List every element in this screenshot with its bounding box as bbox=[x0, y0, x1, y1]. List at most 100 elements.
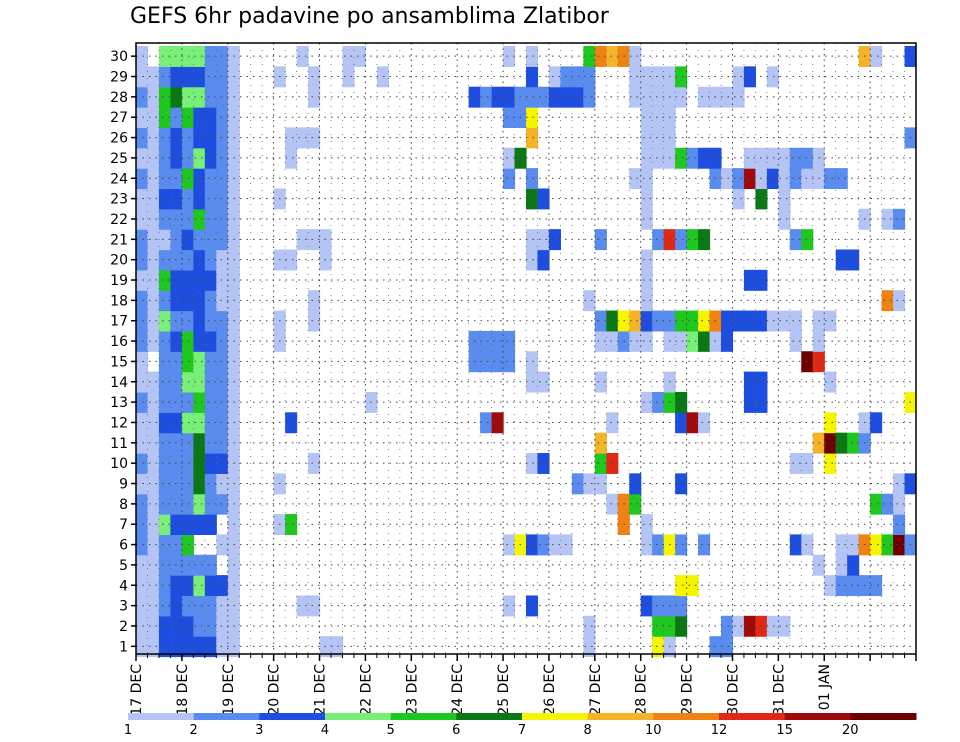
heatmap-cell bbox=[503, 86, 516, 108]
heatmap-cell bbox=[181, 575, 194, 597]
heatmap-cell bbox=[204, 269, 217, 291]
heatmap-cell bbox=[583, 290, 596, 312]
heatmap-cell bbox=[640, 249, 653, 271]
heatmap-cell bbox=[147, 391, 160, 413]
heatmap-cell bbox=[216, 229, 229, 251]
heatmap-cell bbox=[640, 208, 653, 230]
colorbar-label: 10 bbox=[645, 723, 662, 738]
x-tick-label: 24 DEC bbox=[450, 664, 466, 716]
heatmap-cell bbox=[503, 46, 516, 67]
heatmap-cell bbox=[204, 127, 217, 149]
heatmap-cell bbox=[675, 575, 688, 597]
heatmap-cell bbox=[147, 208, 160, 230]
heatmap-cell bbox=[136, 595, 149, 617]
heatmap-cell bbox=[136, 290, 149, 312]
heatmap-cell bbox=[537, 188, 550, 210]
heatmap-cell bbox=[193, 249, 206, 271]
x-tick-label: 21 DEC bbox=[313, 664, 329, 716]
chart-title: GEFS 6hr padavine po ansamblima Zlatibor bbox=[130, 4, 609, 29]
heatmap-cell bbox=[136, 351, 149, 373]
grid-layer bbox=[135, 43, 917, 654]
heatmap-cell bbox=[147, 615, 160, 637]
heatmap-cell bbox=[537, 229, 550, 251]
heatmap-cell bbox=[136, 310, 149, 332]
heatmap-cell bbox=[147, 514, 160, 535]
heatmap-cell bbox=[640, 514, 653, 535]
heatmap-cell bbox=[548, 66, 562, 88]
heatmap-cell bbox=[721, 636, 734, 658]
heatmap-cell bbox=[594, 46, 607, 67]
heatmap-cell bbox=[652, 310, 665, 332]
heatmap-cell bbox=[136, 473, 149, 495]
heatmap-cell bbox=[732, 615, 745, 637]
heatmap-cell bbox=[537, 371, 550, 393]
heatmap-cell bbox=[181, 330, 194, 352]
heatmap-cell bbox=[147, 249, 160, 271]
colorbar-segment bbox=[390, 713, 457, 720]
heatmap-cell bbox=[893, 208, 906, 230]
heatmap-cell bbox=[640, 310, 653, 332]
heatmap-cell bbox=[640, 107, 653, 128]
heatmap-cell bbox=[743, 310, 757, 332]
colorbar-segment bbox=[587, 713, 654, 720]
heatmap-cell bbox=[629, 66, 642, 88]
heatmap-cell bbox=[158, 534, 172, 556]
colorbar-segment bbox=[128, 713, 195, 720]
heatmap-cell bbox=[526, 127, 539, 149]
heatmap-cell bbox=[285, 412, 298, 434]
heatmap-cell bbox=[629, 473, 642, 495]
heatmap-cell bbox=[181, 493, 194, 515]
heatmap-cell bbox=[698, 147, 711, 169]
heatmap-cell bbox=[181, 391, 194, 413]
heatmap-cell bbox=[181, 636, 194, 658]
heatmap-cell bbox=[204, 595, 217, 617]
heatmap-cell bbox=[766, 66, 779, 88]
colorbar-label: 3 bbox=[255, 723, 263, 738]
x-tick-label: 26 DEC bbox=[542, 664, 558, 716]
heatmap-cell bbox=[870, 46, 883, 67]
x-tick-label: 25 DEC bbox=[496, 664, 512, 716]
heatmap-cell bbox=[721, 330, 734, 352]
heatmap-cell bbox=[721, 310, 734, 332]
heatmap-cell bbox=[893, 493, 906, 515]
heatmap-cell bbox=[594, 371, 607, 393]
heatmap-cell bbox=[629, 310, 642, 332]
heatmap-cell bbox=[893, 473, 906, 495]
heatmap-cell bbox=[158, 86, 172, 108]
heatmap-cell bbox=[147, 554, 160, 576]
heatmap-cell bbox=[824, 371, 837, 393]
heatmap-cell bbox=[136, 391, 149, 413]
heatmap-cell bbox=[652, 147, 665, 169]
heatmap-cell bbox=[606, 330, 619, 352]
heatmap-cell bbox=[675, 534, 688, 556]
x-tick-label: 23 DEC bbox=[404, 664, 420, 716]
heatmap-cell bbox=[308, 595, 321, 617]
y-tick-label: 14 bbox=[110, 375, 128, 391]
heatmap-cell bbox=[308, 229, 321, 251]
heatmap-cell bbox=[204, 147, 217, 169]
colorbar-segment bbox=[259, 713, 326, 720]
heatmap-cell bbox=[216, 168, 229, 190]
heatmap-cell bbox=[583, 636, 596, 658]
heatmap-cell bbox=[801, 351, 814, 373]
heatmap-cell bbox=[308, 86, 321, 108]
heatmap-cell bbox=[147, 371, 160, 393]
heatmap-cell bbox=[675, 66, 688, 88]
heatmap-cell bbox=[824, 168, 837, 190]
heatmap-cell bbox=[158, 595, 172, 617]
colorbar-label: 20 bbox=[842, 723, 859, 738]
y-tick-label: 28 bbox=[110, 90, 128, 106]
y-tick-label: 9 bbox=[119, 477, 128, 493]
x-tick-label: 20 DEC bbox=[267, 664, 283, 716]
heatmap-cell bbox=[789, 168, 802, 190]
heatmap-cell bbox=[652, 391, 665, 413]
heatmap-cell bbox=[181, 514, 194, 535]
heatmap-cell bbox=[503, 168, 516, 190]
heatmap-cell bbox=[503, 595, 516, 617]
heatmap-cell bbox=[181, 595, 194, 617]
heatmap-cell bbox=[778, 310, 791, 332]
heatmap-cell bbox=[181, 432, 194, 454]
heatmap-cell bbox=[216, 330, 229, 352]
heatmap-cell bbox=[652, 86, 665, 108]
y-tick-label: 25 bbox=[110, 151, 128, 167]
